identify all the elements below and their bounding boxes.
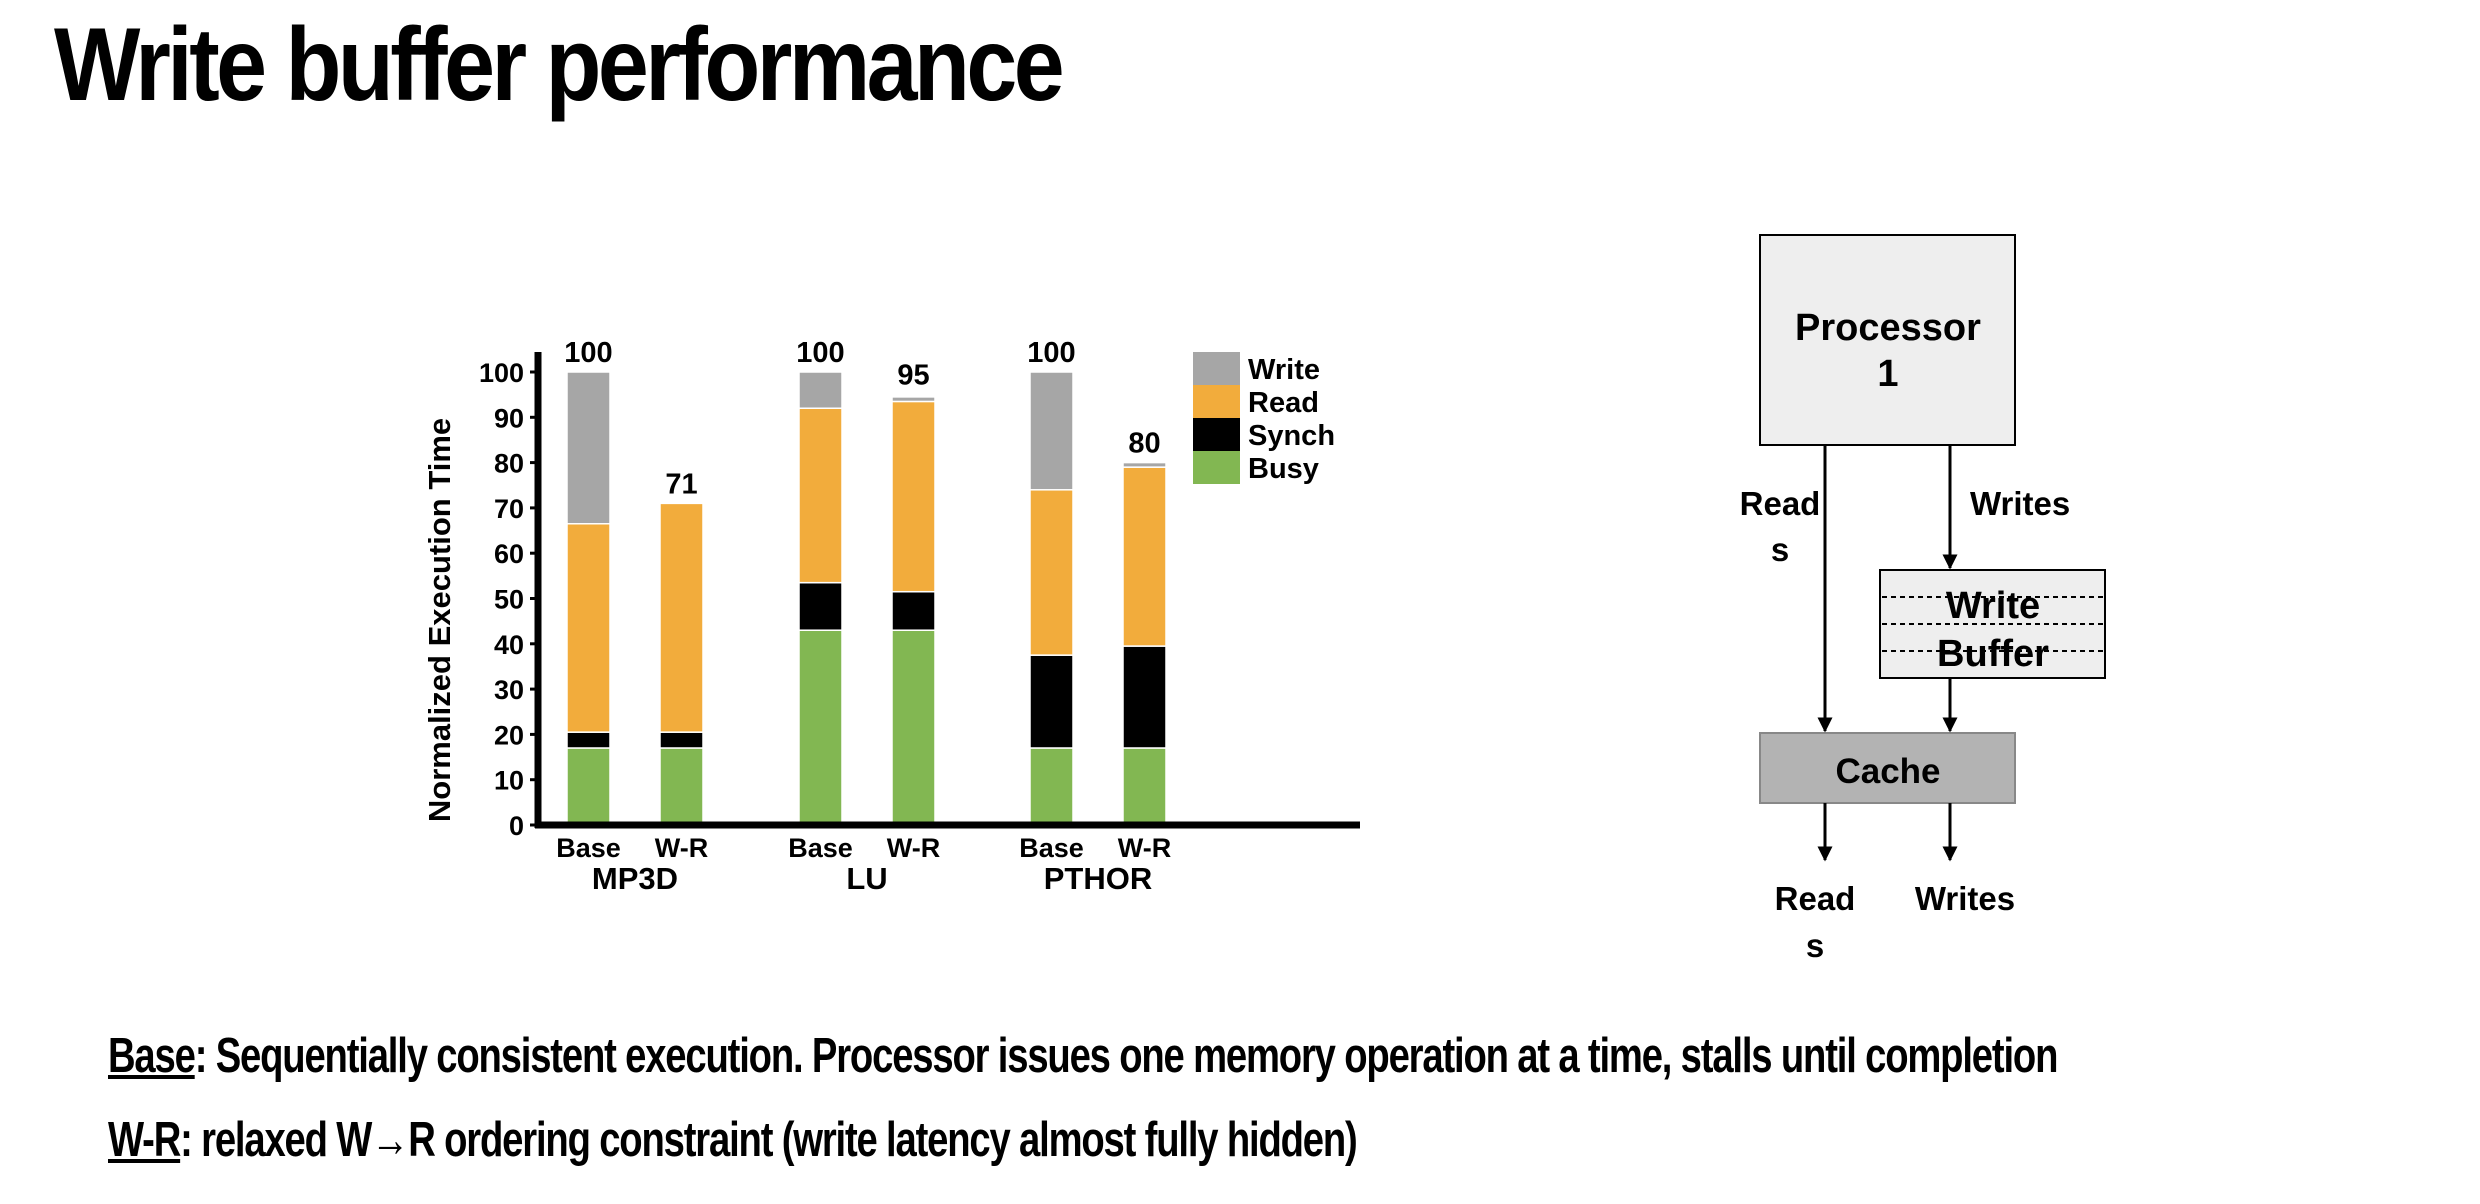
caption-base: Base: Sequentially consistent execution.… (108, 1028, 2059, 1084)
bar-segment-busy (1029, 747, 1074, 826)
legend-label-busy: Busy (1248, 453, 1319, 485)
bar-segment-synch (566, 731, 611, 749)
bar-total-label: 100 (1027, 337, 1075, 369)
legend-label-read: Read (1248, 387, 1319, 419)
bar-segment-read (798, 407, 843, 584)
bar-segment-busy (566, 747, 611, 826)
bar-segment-busy (798, 629, 843, 826)
processor-box: Processor 1 (1759, 234, 2016, 446)
bar-segment-write (1122, 461, 1167, 468)
bar-segment-read (1029, 489, 1074, 656)
y-axis-label: Normalized Execution Time (422, 418, 457, 822)
y-tick-label: 20 (494, 720, 524, 750)
legend-swatch-read (1193, 385, 1240, 418)
writes-label-top: Writes (1970, 485, 2070, 522)
bar-segment-write (891, 396, 936, 403)
y-tick-label: 10 (494, 766, 524, 796)
bar-category-label: Base (556, 833, 621, 863)
caption-base-term: Base (108, 1029, 196, 1083)
group-label: PTHOR (1044, 861, 1153, 896)
processor-label: Processor (1795, 307, 1981, 349)
bar-category-label: Base (1019, 833, 1084, 863)
y-tick-label: 40 (494, 630, 524, 660)
bar-segment-read (1122, 466, 1167, 647)
y-tick-label: 100 (479, 358, 524, 388)
bar-category-label: Base (788, 833, 853, 863)
bar-segment-synch (798, 581, 843, 631)
reads-label-top-line1: Read (1740, 485, 1821, 522)
y-tick-label: 60 (494, 539, 524, 569)
group-label: MP3D (592, 861, 678, 896)
write-buffer-label-line2: Buffer (1937, 633, 2049, 675)
legend-swatch-write (1193, 352, 1240, 385)
bar-segment-busy (659, 747, 704, 826)
bar-category-label: W-R (887, 833, 940, 863)
reads-label-bottom-line2: s (1806, 927, 1824, 964)
caption-base-text: : Sequentially consistent execution. Pro… (194, 1029, 2059, 1083)
bar-segment-read (566, 523, 611, 733)
writes-label-bottom: Writes (1915, 880, 2015, 917)
caption-wr: W-R: relaxed W→R ordering constraint (wr… (108, 1112, 1358, 1168)
execution-time-chart: Normalized Execution Time 0 10 20 30 40 50 60 7… (422, 337, 1360, 896)
bar-category-label: W-R (655, 833, 708, 863)
bar-segment-read (891, 400, 936, 593)
bar-segment-synch (1029, 654, 1074, 749)
cache-label: Cache (1835, 752, 1940, 791)
bar-segment-synch (1122, 645, 1167, 749)
y-tick-label: 50 (494, 585, 524, 615)
write-buffer-box: Write Buffer (1879, 569, 2106, 679)
reads-label-top-line2: s (1771, 531, 1789, 568)
y-tick-label: 80 (494, 449, 524, 479)
bar-segment-synch (891, 590, 936, 631)
write-buffer-label-line1: Write (1946, 585, 2040, 627)
cache-box: Cache (1759, 732, 2016, 804)
bar-category-label: W-R (1118, 833, 1171, 863)
bar-segment-busy (1122, 747, 1167, 826)
y-tick-label: 0 (509, 811, 524, 841)
bar-total-label: 100 (796, 337, 844, 369)
bar-total-label: 80 (1128, 428, 1160, 460)
bar-total-label: 100 (564, 337, 612, 369)
slide-title: Write buffer performance (54, 7, 1065, 123)
caption-wr-text: : relaxed W→R ordering constraint (write… (180, 1113, 1358, 1167)
bar-total-label: 71 (665, 468, 697, 500)
bar-segment-synch (659, 731, 704, 749)
bar-segment-write (566, 371, 611, 525)
write-buffer-diagram: Processor 1 Write Buffer Cache Read s Wr… (1740, 234, 2106, 964)
group-label: LU (846, 861, 887, 896)
bar-segment-read (659, 502, 704, 733)
y-tick-label: 90 (494, 403, 524, 433)
processor-number: 1 (1877, 353, 1898, 395)
legend-swatch-synch (1193, 418, 1240, 451)
bar-segment-write (798, 371, 843, 409)
bar-segment-busy (891, 629, 936, 826)
legend-label-synch: Synch (1248, 420, 1335, 452)
caption-wr-term: W-R (108, 1113, 181, 1167)
bar-segment-write (1029, 371, 1074, 491)
legend-swatch-busy (1193, 451, 1240, 484)
bar-total-label: 95 (897, 360, 929, 392)
y-tick-label: 70 (494, 494, 524, 524)
reads-label-bottom-line1: Read (1775, 880, 1856, 917)
y-tick-label: 30 (494, 675, 524, 705)
legend-label-write: Write (1248, 354, 1320, 386)
